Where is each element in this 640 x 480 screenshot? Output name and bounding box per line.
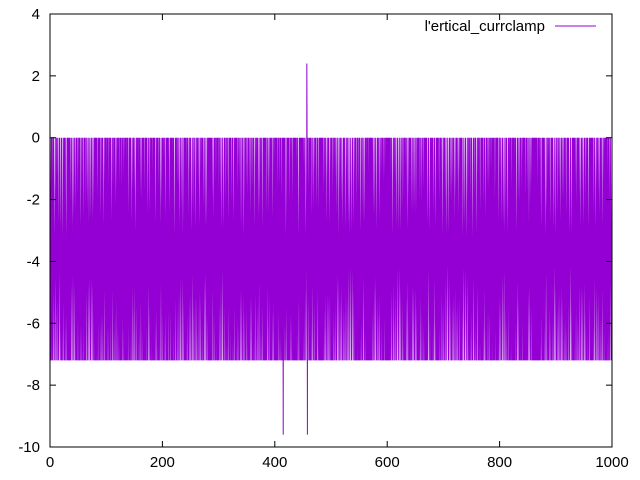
ticks-layer: 4 2 0 -2 -4 -6 -8 -10 0 200 400 600 800 1000 [18,6,628,471]
x-tick-label: 200 [150,454,175,471]
series-layer [49,63,613,435]
x-tick-label: 0 [46,454,54,471]
y-tick-label: 4 [32,6,40,23]
y-tick-label: -4 [27,253,40,270]
x-tick-label: 600 [375,454,400,471]
y-tick-label: -6 [27,315,40,332]
x-tick-label: 800 [487,454,512,471]
series-line [49,63,613,435]
y-tick-label: -2 [27,192,40,209]
plot-border [49,13,613,448]
y-tick-label: 2 [32,68,40,85]
legend: l'ertical_currclamp [425,18,596,35]
y-tick-label: 0 [32,130,40,147]
legend-label: l'ertical_currclamp [425,18,545,35]
x-tick-label: 1000 [595,454,628,471]
y-tick-label: -10 [18,439,40,456]
y-tick-label: -8 [27,377,40,394]
x-tick-label: 400 [262,454,287,471]
